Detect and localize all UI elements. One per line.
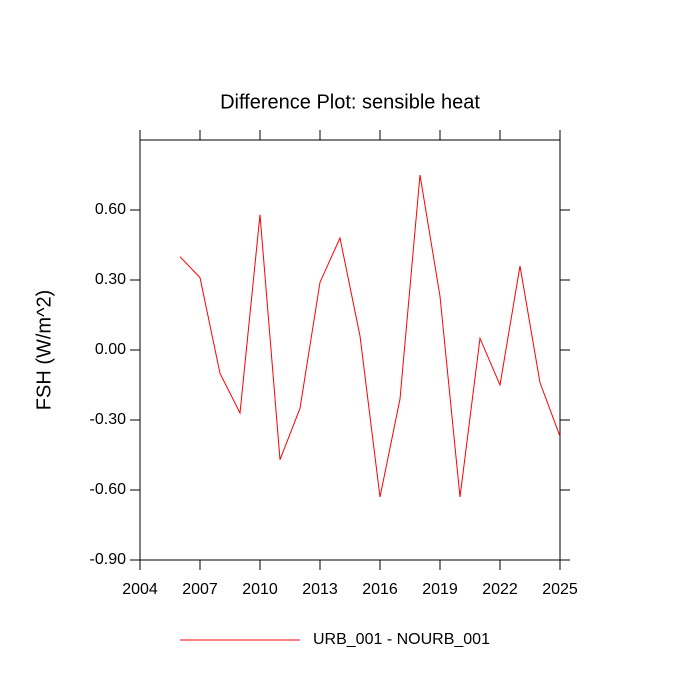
data-line — [179, 174, 561, 498]
x-tick-label: 2019 — [422, 581, 458, 598]
x-tick-label: 2025 — [542, 581, 578, 598]
y-tick-label: 0.00 — [95, 341, 126, 358]
legend-label: URB_001 - NOURB_001 — [313, 631, 490, 648]
chart-title: Difference Plot: sensible heat — [220, 91, 480, 113]
x-tick-label: 2007 — [182, 581, 218, 598]
x-tick-label: 2004 — [122, 581, 158, 598]
y-tick-label: -0.60 — [90, 481, 127, 498]
x-tick-label: 2010 — [242, 581, 278, 598]
y-tick-label: -0.30 — [90, 411, 127, 428]
x-tick-label: 2022 — [482, 581, 518, 598]
y-axis-label: FSH (W/m^2) — [33, 290, 55, 410]
y-tick-label: 0.30 — [95, 271, 126, 288]
plot-frame — [139, 139, 561, 561]
y-tick-label: -0.90 — [90, 551, 127, 568]
x-tick-label: 2013 — [302, 581, 338, 598]
x-tick-label: 2016 — [362, 581, 398, 598]
y-tick-label: 0.60 — [95, 201, 126, 218]
